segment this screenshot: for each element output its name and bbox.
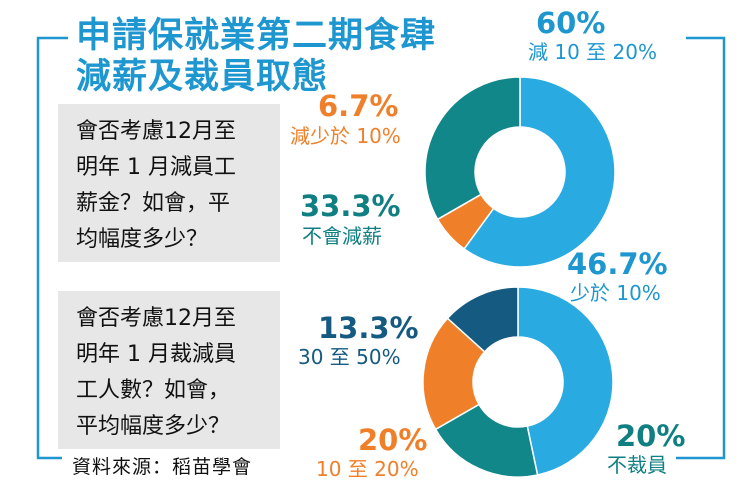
- layoff-slice-no-layoff-label: 不裁員: [607, 453, 667, 477]
- layoff-donut-chart: [422, 286, 614, 478]
- salary-slice-3: [424, 76, 521, 221]
- layoff-slice-10-20-value: 20%: [358, 423, 428, 457]
- layoff-slice-30-50-label: 30 至 50%: [298, 345, 401, 369]
- frame-right-line: [676, 36, 726, 460]
- question-1-line-3: 薪金？如會，平: [76, 191, 231, 216]
- question-2-line-3: 工人數？如會，: [76, 378, 231, 403]
- question-2-line-1: 會否考慮12月至: [76, 306, 236, 331]
- layoff-slice-no-layoff-value: 20%: [616, 419, 686, 453]
- layoff-slice-under-10-label: 少於 10%: [570, 281, 661, 305]
- layoff-slice-10-20-label: 10 至 20%: [316, 457, 419, 481]
- question-box-layoff: 會否考慮12月至 明年 1 月裁減員 工人數？如會， 平均幅度多少？: [58, 291, 280, 449]
- layoff-slice-1: [517, 286, 614, 476]
- layoff-slice-4: [446, 286, 519, 353]
- question-1-line-4: 均幅度多少？: [76, 227, 209, 252]
- title-line-1: 申請保就業第二期食肆: [76, 15, 437, 56]
- salary-slice-no-cut-label: 不會減薪: [302, 224, 382, 248]
- question-1-line-1: 會否考慮12月至: [76, 119, 236, 144]
- question-1-line-2: 明年 1 月減員工: [76, 155, 236, 180]
- salary-slice-cut-10-20-label: 減 10 至 20%: [528, 40, 657, 64]
- salary-slice-no-cut-value: 33.3%: [300, 189, 401, 223]
- question-2-line-4: 平均幅度多少？: [76, 414, 231, 439]
- question-box-salary: 會否考慮12月至 明年 1 月減員工 薪金？如會，平 均幅度多少？: [58, 104, 280, 262]
- salary-slice-under-10-label: 減少於 10%: [290, 124, 401, 148]
- frame-left-line: [36, 36, 68, 460]
- salary-donut-chart: [424, 76, 616, 268]
- question-2-line-2: 明年 1 月裁減員: [76, 342, 236, 367]
- salary-slice-1: [463, 76, 616, 268]
- source-note: 資料來源：稻苗學會: [72, 456, 253, 478]
- salary-slice-cut-10-20-value: 60%: [536, 6, 606, 40]
- layoff-slice-under-10-value: 46.7%: [567, 247, 668, 281]
- salary-slice-under-10-value: 6.7%: [318, 89, 399, 123]
- title-line-2: 減薪及裁員取態: [76, 56, 329, 97]
- layoff-slice-30-50-value: 13.3%: [318, 311, 419, 345]
